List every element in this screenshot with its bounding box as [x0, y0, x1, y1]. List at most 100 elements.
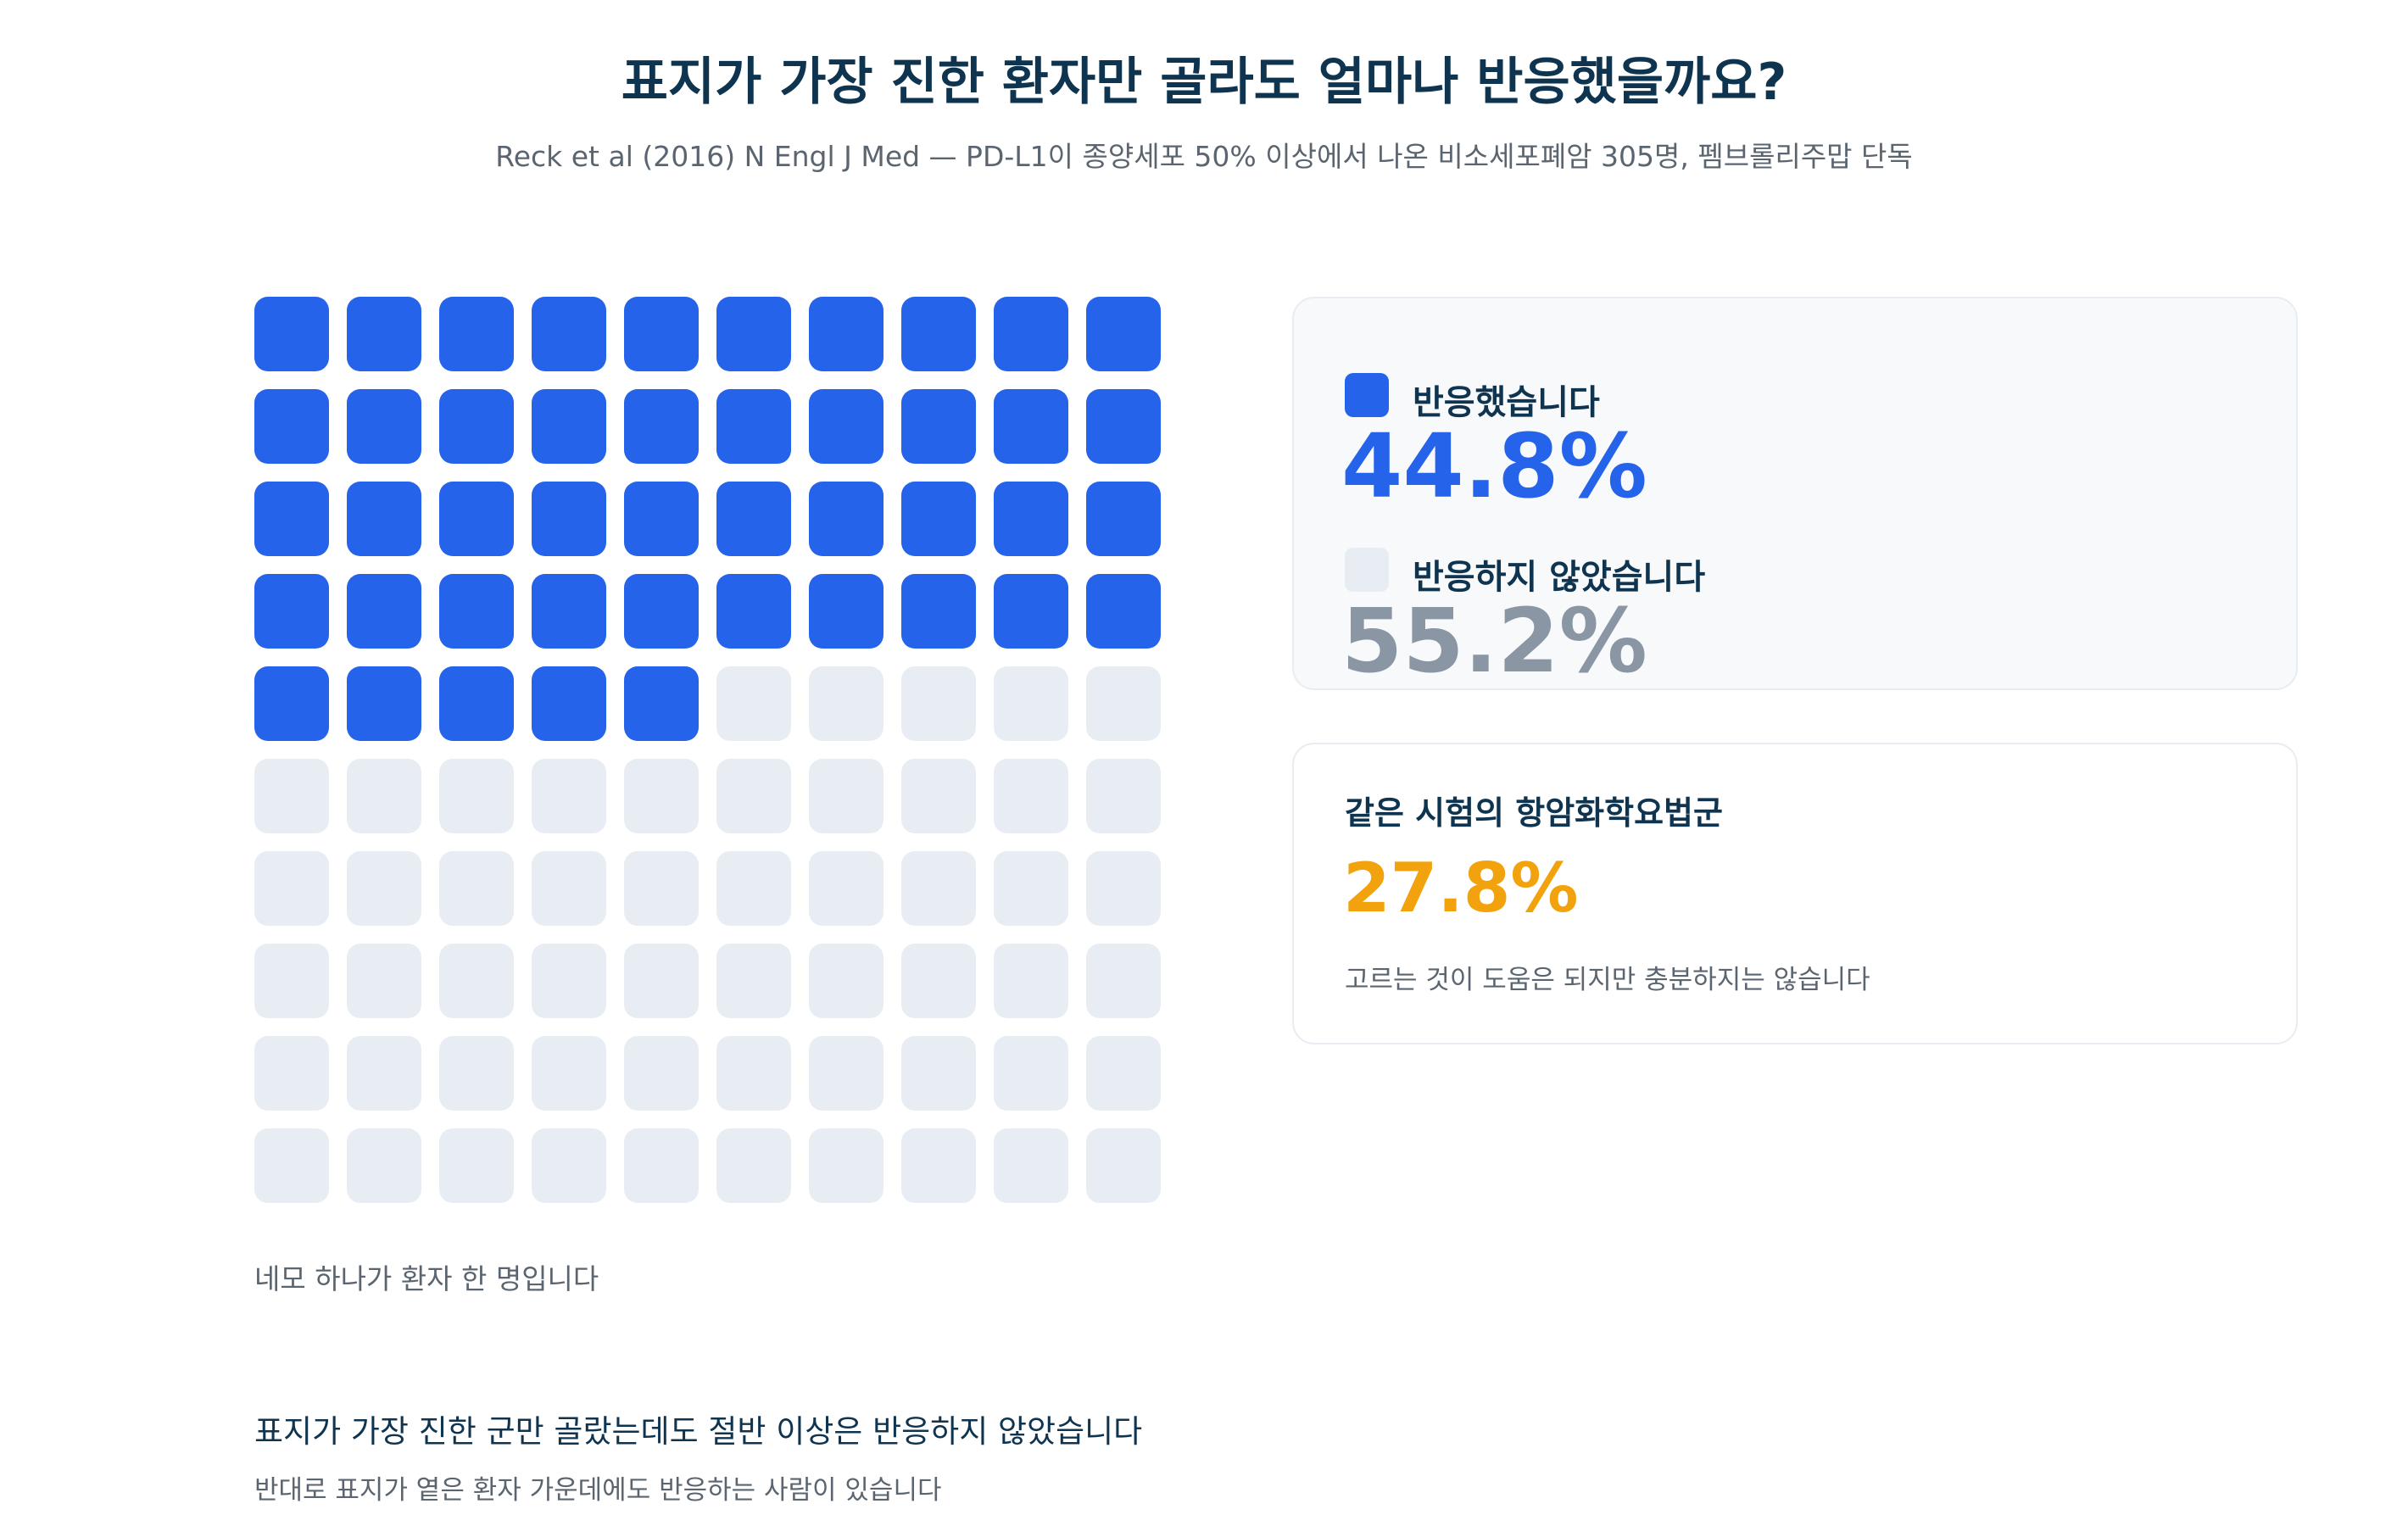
waffle-cell-not-responded: [532, 759, 606, 833]
waffle-cell-responded: [1086, 574, 1161, 649]
legend-label-responded: 반응했습니다: [1413, 383, 1600, 422]
chart-subtitle: Reck et al (2016) N Engl J Med — PD-L1이 …: [495, 140, 1913, 173]
waffle-cell-responded: [809, 389, 883, 464]
waffle-cell-not-responded: [347, 851, 421, 926]
waffle-cell-not-responded: [439, 1128, 514, 1203]
waffle-cell-responded: [254, 574, 329, 649]
waffle-cell-responded: [994, 574, 1068, 649]
waffle-cell-responded: [809, 574, 883, 649]
waffle-cell-not-responded: [439, 759, 514, 833]
waffle-cell-responded: [347, 666, 421, 741]
waffle-cell-responded: [347, 297, 421, 371]
legend-swatch-responded: [1345, 373, 1389, 417]
waffle-cell-responded: [532, 482, 606, 556]
waffle-cell-not-responded: [994, 759, 1068, 833]
comparison-panel: 같은 시험의 항암화학요법군 27.8% 고르는 것이 도움은 되지만 충분하지…: [1292, 743, 2298, 1044]
waffle-cell-not-responded: [994, 1036, 1068, 1111]
waffle-cell-not-responded: [1086, 666, 1161, 741]
waffle-cell-not-responded: [809, 851, 883, 926]
waffle-cell-responded: [994, 482, 1068, 556]
waffle-cell-responded: [532, 389, 606, 464]
takeaway-headline: 표지가 가장 진한 군만 골랐는데도 절반 이상은 반응하지 않았습니다: [254, 1413, 1143, 1450]
waffle-cell-responded: [1086, 389, 1161, 464]
waffle-cell-responded: [624, 666, 699, 741]
waffle-cell-not-responded: [254, 944, 329, 1018]
waffle-cell-responded: [994, 297, 1068, 371]
waffle-cell-not-responded: [994, 944, 1068, 1018]
waffle-cell-responded: [1086, 297, 1161, 371]
waffle-cell-responded: [624, 297, 699, 371]
waffle-cell-not-responded: [716, 944, 791, 1018]
waffle-cell-not-responded: [809, 1128, 883, 1203]
waffle-cell-responded: [254, 482, 329, 556]
waffle-cell-responded: [439, 574, 514, 649]
waffle-cell-not-responded: [532, 1036, 606, 1111]
waffle-cell-not-responded: [809, 666, 883, 741]
waffle-cell-not-responded: [439, 944, 514, 1018]
waffle-cell-not-responded: [532, 1128, 606, 1203]
waffle-cell-responded: [716, 389, 791, 464]
waffle-cell-responded: [901, 297, 976, 371]
waffle-cell-not-responded: [994, 851, 1068, 926]
waffle-cell-responded: [1086, 482, 1161, 556]
waffle-cell-responded: [809, 297, 883, 371]
waffle-cell-not-responded: [1086, 851, 1161, 926]
waffle-cell-not-responded: [901, 1128, 976, 1203]
waffle-cell-not-responded: [532, 851, 606, 926]
waffle-cell-responded: [532, 666, 606, 741]
waffle-cell-responded: [901, 574, 976, 649]
waffle-cell-responded: [624, 574, 699, 649]
waffle-cell-responded: [347, 482, 421, 556]
waffle-cell-responded: [439, 482, 514, 556]
waffle-cell-not-responded: [439, 851, 514, 926]
waffle-cell-not-responded: [347, 944, 421, 1018]
waffle-cell-not-responded: [347, 1036, 421, 1111]
waffle-cell-not-responded: [532, 944, 606, 1018]
waffle-cell-responded: [254, 297, 329, 371]
stat-value-not-responded: 55.2%: [1341, 589, 1647, 693]
waffle-cell-responded: [532, 574, 606, 649]
waffle-cell-not-responded: [994, 1128, 1068, 1203]
waffle-caption: 네모 하나가 환자 한 명입니다: [254, 1262, 599, 1295]
waffle-cell-not-responded: [254, 1036, 329, 1111]
waffle-cell-not-responded: [901, 1036, 976, 1111]
waffle-cell-not-responded: [901, 851, 976, 926]
waffle-cell-not-responded: [254, 759, 329, 833]
results-panel: 반응했습니다 44.8% 반응하지 않았습니다 55.2%: [1292, 297, 2298, 690]
waffle-cell-not-responded: [624, 944, 699, 1018]
waffle-cell-not-responded: [809, 759, 883, 833]
waffle-cell-responded: [439, 389, 514, 464]
waffle-cell-responded: [901, 389, 976, 464]
waffle-cell-not-responded: [901, 759, 976, 833]
waffle-cell-not-responded: [1086, 1128, 1161, 1203]
waffle-cell-not-responded: [994, 666, 1068, 741]
waffle-cell-responded: [901, 482, 976, 556]
waffle-cell-responded: [624, 389, 699, 464]
waffle-cell-not-responded: [254, 851, 329, 926]
waffle-cell-responded: [716, 297, 791, 371]
waffle-cell-not-responded: [809, 1036, 883, 1111]
waffle-cell-responded: [532, 297, 606, 371]
waffle-cell-responded: [716, 482, 791, 556]
legend-swatch-not-responded: [1345, 548, 1389, 592]
waffle-cell-responded: [994, 389, 1068, 464]
waffle-cell-responded: [809, 482, 883, 556]
waffle-cell-not-responded: [1086, 1036, 1161, 1111]
waffle-cell-not-responded: [901, 666, 976, 741]
waffle-cell-not-responded: [624, 851, 699, 926]
waffle-cell-not-responded: [809, 944, 883, 1018]
waffle-cell-responded: [347, 389, 421, 464]
waffle-cell-not-responded: [624, 1128, 699, 1203]
waffle-cell-not-responded: [347, 759, 421, 833]
comparison-note: 고르는 것이 도움은 되지만 충분하지는 않습니다: [1345, 965, 1870, 995]
waffle-cell-not-responded: [901, 944, 976, 1018]
waffle-cell-not-responded: [439, 1036, 514, 1111]
chart-title: 표지가 가장 진한 환자만 골라도 얼마나 반응했을까요?: [621, 53, 1787, 112]
waffle-cell-responded: [254, 666, 329, 741]
waffle-cell-not-responded: [347, 1128, 421, 1203]
waffle-cell-not-responded: [716, 851, 791, 926]
waffle-cell-not-responded: [624, 1036, 699, 1111]
waffle-cell-responded: [439, 666, 514, 741]
waffle-cell-not-responded: [716, 1036, 791, 1111]
waffle-cell-not-responded: [254, 1128, 329, 1203]
